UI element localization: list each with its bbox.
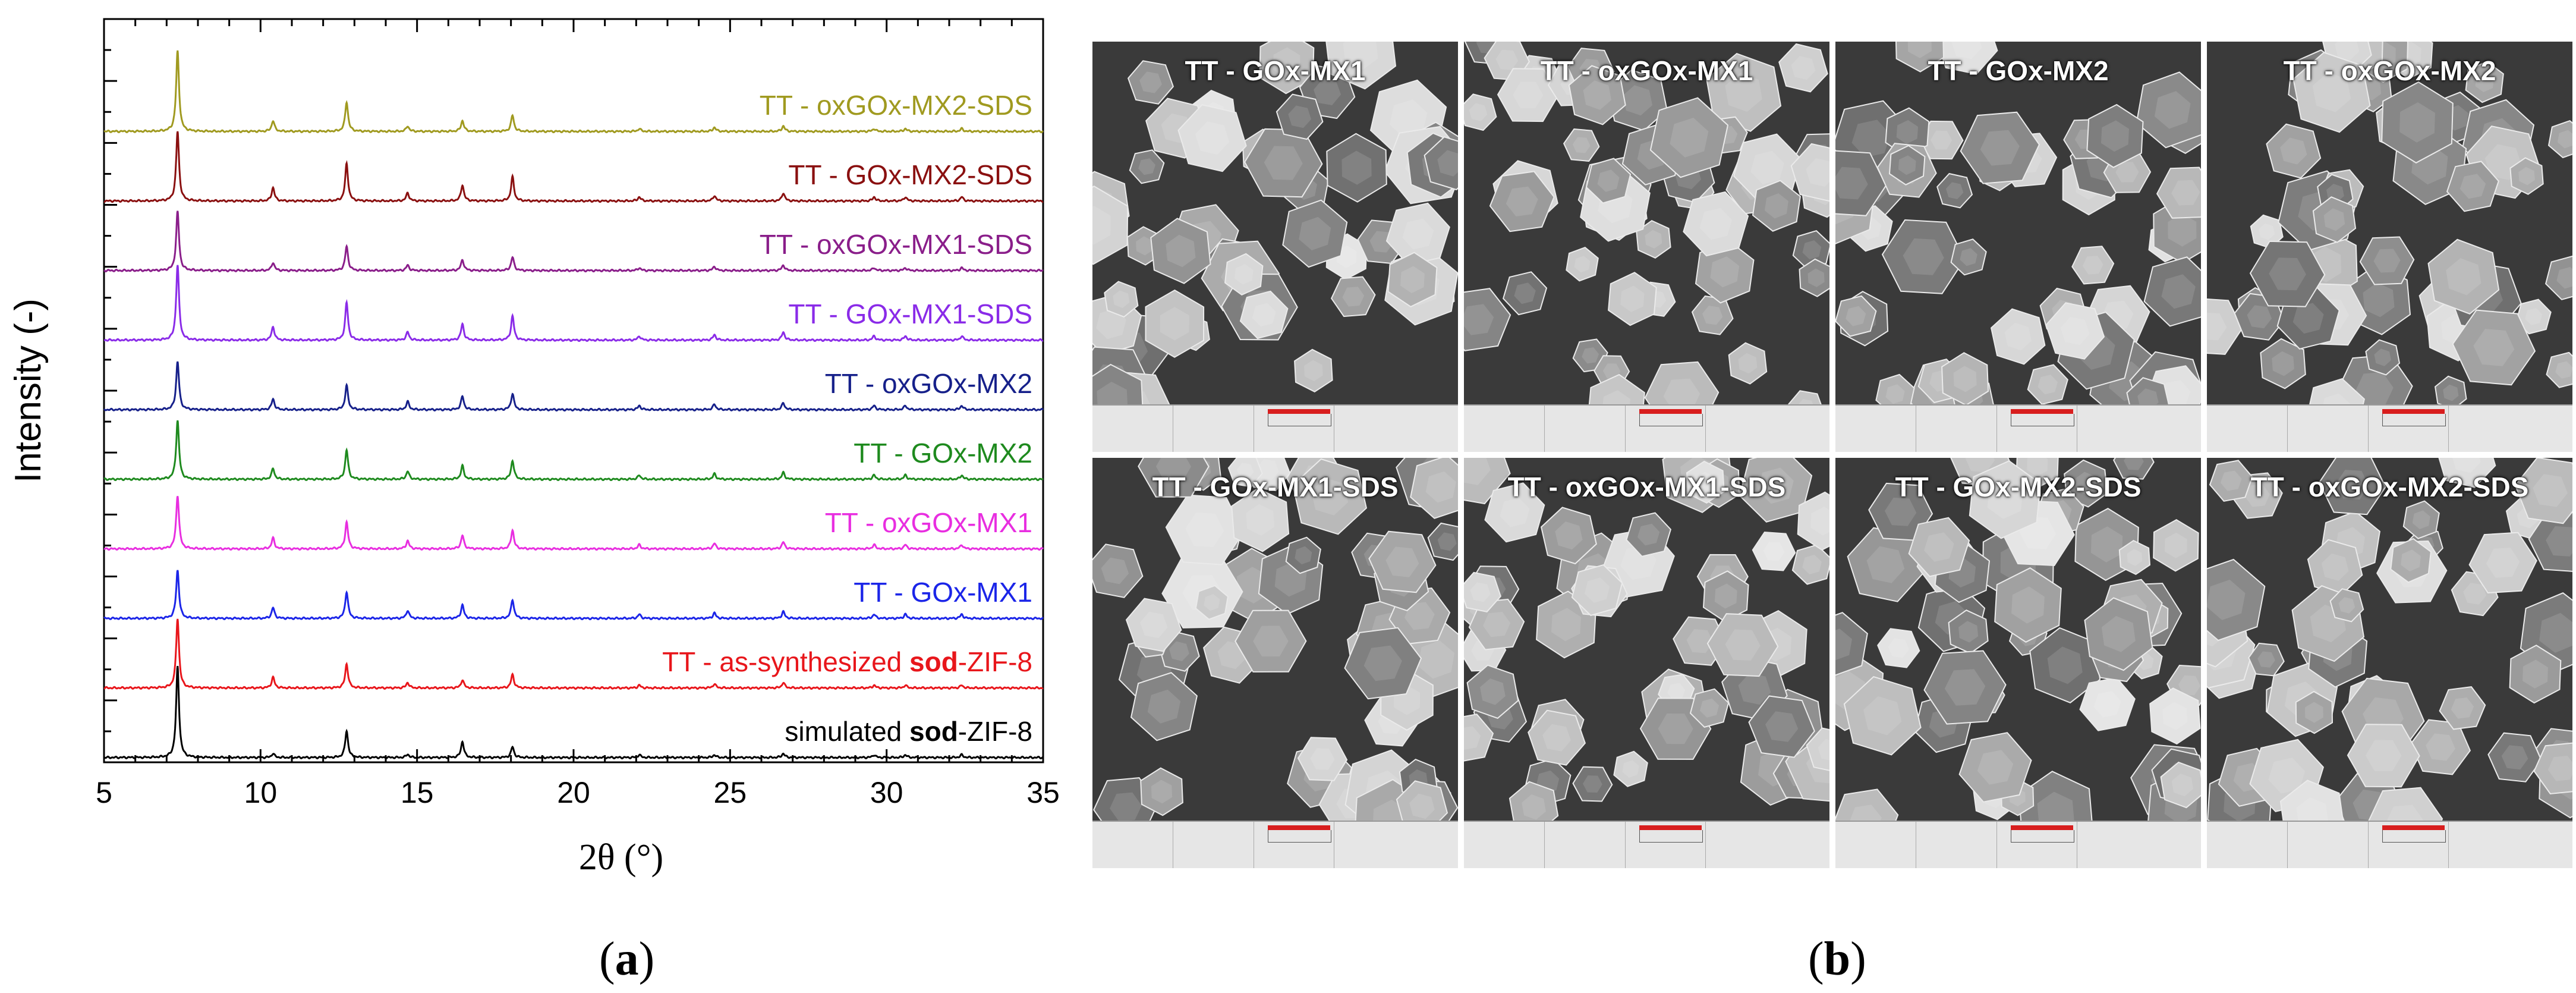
sem-image: TT - oxGOx-MX1 — [1464, 42, 1829, 452]
series-line — [103, 361, 1044, 412]
x-tick-label: 15 — [401, 776, 434, 809]
sem-image: TT - oxGOx-MX1-SDS — [1464, 458, 1829, 868]
scale-bar — [1268, 409, 1330, 414]
sem-image-title: TT - oxGOx-MX1 — [1540, 55, 1753, 86]
series-label: TT - GOx-MX2 — [854, 438, 1032, 469]
xrd-chart: 5 10 15 20 25 30 35 simulated sod-ZIF-8 TT - as… — [8, 18, 1060, 878]
sem-image-grid: TT - GOx-MX1 TT - oxGOx-MX1 TT - GOx-MX2 TT… — [1092, 42, 2572, 868]
series-label: TT - oxGOx-MX1 — [825, 507, 1032, 538]
sem-crystals-texture — [1092, 458, 1458, 868]
sem-crystals-texture — [1092, 42, 1458, 452]
sem-info-bar — [1464, 404, 1829, 452]
x-tick-label: 5 — [96, 776, 112, 809]
scale-bar — [2011, 409, 2073, 414]
sem-image-title: TT - GOx-MX1 — [1185, 55, 1366, 86]
scale-bar — [1639, 825, 1702, 830]
sem-crystals-texture — [2207, 458, 2572, 868]
series-label: TT - as-synthesized sod-ZIF-8 — [662, 646, 1032, 677]
sem-crystals-texture — [1835, 458, 2201, 868]
series-label: TT - GOx-MX1 — [854, 577, 1032, 608]
scale-bar — [2011, 825, 2073, 830]
sem-image: TT - GOx-MX2-SDS — [1835, 458, 2201, 868]
panel-b-label: (b) — [1808, 933, 1866, 985]
series-label: TT - GOx-MX2-SDS — [788, 159, 1032, 190]
x-tick-label: 20 — [557, 776, 590, 809]
sem-image: TT - GOx-MX1 — [1092, 42, 1458, 452]
sem-info-bar — [1464, 821, 1829, 868]
series-line — [103, 420, 1044, 482]
panel-a-label: (a) — [599, 933, 655, 985]
x-tick-label: 25 — [714, 776, 747, 809]
series-label: simulated sod-ZIF-8 — [785, 716, 1032, 747]
sem-image: TT - GOx-MX1-SDS — [1092, 458, 1458, 868]
sem-image: TT - oxGOx-MX2-SDS — [2207, 458, 2572, 868]
x-tick-label: 10 — [244, 776, 278, 809]
sem-info-bar — [1835, 821, 2201, 868]
series-line — [103, 618, 1044, 690]
x-axis-label: 2θ (°) — [579, 837, 663, 878]
sem-image-title: TT - GOx-MX2-SDS — [1895, 472, 2142, 502]
sem-image-title: TT - oxGOx-MX2 — [2283, 55, 2496, 86]
series-line — [103, 570, 1044, 621]
x-tick-label: 30 — [870, 776, 903, 809]
series-label: TT - oxGOx-MX2-SDS — [760, 90, 1032, 121]
sem-info-bar — [1835, 404, 2201, 452]
series-line — [103, 131, 1044, 203]
sem-image-title: TT - oxGOx-MX1-SDS — [1507, 472, 1786, 502]
sem-info-bar — [1092, 821, 1458, 868]
scale-bar — [1639, 409, 1702, 414]
series-line — [103, 210, 1044, 273]
sem-crystals-texture — [1835, 42, 2201, 452]
scale-bar — [2382, 409, 2445, 414]
sem-image: TT - GOx-MX2 — [1835, 42, 2201, 452]
series-line — [104, 265, 1044, 342]
panel-a-letter: a — [615, 933, 639, 985]
sem-image: TT - oxGOx-MX2 — [2207, 42, 2572, 452]
series-label: TT - oxGOx-MX1-SDS — [760, 229, 1032, 260]
panel-b-letter: b — [1824, 933, 1851, 985]
sem-image-title: TT - GOx-MX1-SDS — [1152, 472, 1399, 502]
x-tick-label: 35 — [1026, 776, 1060, 809]
sem-info-bar — [2207, 404, 2572, 452]
y-axis-label: Intensity (-) — [8, 298, 49, 483]
sem-info-bar — [1092, 404, 1458, 452]
sem-crystals-texture — [1464, 458, 1829, 868]
sem-crystals-texture — [2207, 42, 2572, 452]
series-label: TT - GOx-MX1-SDS — [788, 298, 1032, 329]
series-line — [103, 665, 1044, 760]
series-line — [103, 50, 1044, 134]
sem-info-bar — [2207, 821, 2572, 868]
series-label: TT - oxGOx-MX2 — [825, 368, 1032, 399]
sem-image-title: TT - oxGOx-MX2-SDS — [2250, 472, 2529, 502]
scale-bar — [1268, 825, 1330, 830]
scale-bar — [2382, 825, 2445, 830]
sem-image-title: TT - GOx-MX2 — [1928, 55, 2109, 86]
sem-crystals-texture — [1464, 42, 1829, 452]
series-line — [103, 496, 1044, 551]
